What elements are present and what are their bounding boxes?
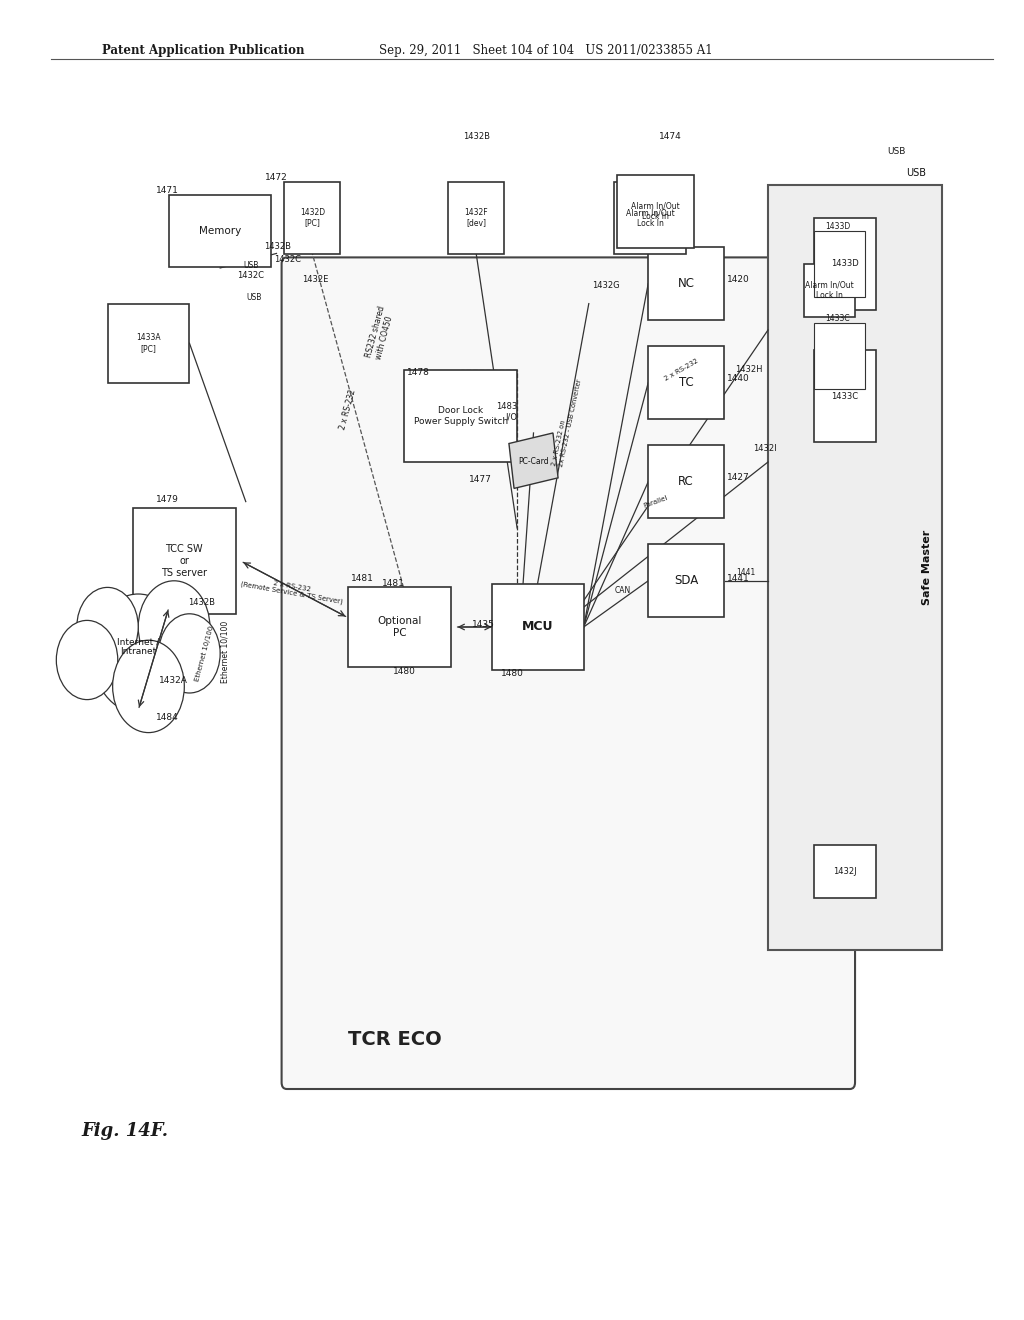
FancyBboxPatch shape <box>282 257 855 1089</box>
Text: 1441: 1441 <box>727 574 750 582</box>
Text: 1432G: 1432G <box>593 281 620 290</box>
FancyBboxPatch shape <box>616 174 694 248</box>
Text: 1484: 1484 <box>157 713 179 722</box>
FancyBboxPatch shape <box>108 304 189 383</box>
FancyBboxPatch shape <box>648 247 725 319</box>
Circle shape <box>92 594 184 713</box>
Text: 1432A: 1432A <box>159 676 187 685</box>
Circle shape <box>113 640 184 733</box>
Text: 1432H: 1432H <box>735 366 763 374</box>
Text: TC: TC <box>679 376 693 389</box>
FancyBboxPatch shape <box>404 370 517 462</box>
FancyBboxPatch shape <box>814 218 876 310</box>
Text: 1480: 1480 <box>393 667 416 676</box>
Text: MCU: MCU <box>522 620 553 634</box>
Text: 1480: 1480 <box>501 669 523 678</box>
FancyBboxPatch shape <box>284 181 340 253</box>
Text: 1433D: 1433D <box>825 222 850 231</box>
Text: 1481: 1481 <box>351 574 374 583</box>
Text: 1474: 1474 <box>659 132 682 141</box>
Text: 1433A
[PC]: 1433A [PC] <box>136 334 161 352</box>
Text: Parallel: Parallel <box>642 495 669 508</box>
Text: 2 x RS-232 on
2x RS-232 - USB Converter: 2 x RS-232 on 2x RS-232 - USB Converter <box>551 378 583 467</box>
Text: 1440: 1440 <box>727 375 750 383</box>
FancyBboxPatch shape <box>648 445 725 517</box>
Text: Ethernet 10/100: Ethernet 10/100 <box>220 620 229 682</box>
Text: TCC SW
or
TS server: TCC SW or TS server <box>162 544 207 578</box>
FancyBboxPatch shape <box>614 181 686 253</box>
Text: Optional
PC: Optional PC <box>377 616 422 638</box>
Text: 1432B: 1432B <box>463 132 489 141</box>
FancyBboxPatch shape <box>133 508 236 614</box>
Text: RS232 shared
with CO450: RS232 shared with CO450 <box>365 305 397 360</box>
Text: 1472: 1472 <box>265 173 288 182</box>
Text: 1432B: 1432B <box>264 242 291 251</box>
FancyBboxPatch shape <box>648 346 725 420</box>
Polygon shape <box>509 433 558 488</box>
Text: Patent Application Publication: Patent Application Publication <box>102 44 305 57</box>
FancyBboxPatch shape <box>492 583 584 671</box>
FancyBboxPatch shape <box>768 185 942 950</box>
Text: 1432B: 1432B <box>188 598 215 607</box>
Text: 1478: 1478 <box>408 368 430 376</box>
Text: PC-Card: PC-Card <box>518 458 549 466</box>
FancyBboxPatch shape <box>814 350 876 442</box>
Text: SDA: SDA <box>674 574 698 587</box>
Text: 1432J: 1432J <box>833 867 857 875</box>
Text: 1433D: 1433D <box>830 260 859 268</box>
FancyBboxPatch shape <box>648 544 725 616</box>
Text: 1435: 1435 <box>472 620 495 628</box>
FancyBboxPatch shape <box>449 181 504 253</box>
Text: 1441: 1441 <box>736 568 755 577</box>
FancyBboxPatch shape <box>814 323 865 389</box>
Text: USB: USB <box>887 147 905 156</box>
Text: Alarm In/Out
Lock In: Alarm In/Out Lock In <box>626 209 675 227</box>
Text: Internet /
Intranet: Internet / Intranet <box>117 638 160 656</box>
Text: USB: USB <box>246 293 262 302</box>
Circle shape <box>159 614 220 693</box>
Text: Alarm In/Out
Lock In: Alarm In/Out Lock In <box>805 281 854 300</box>
Text: 1432D
[PC]: 1432D [PC] <box>300 209 325 227</box>
FancyBboxPatch shape <box>348 587 451 667</box>
Text: 1432C: 1432C <box>238 271 264 280</box>
Text: Sep. 29, 2011   Sheet 104 of 104   US 2011/0233855 A1: Sep. 29, 2011 Sheet 104 of 104 US 2011/0… <box>379 44 713 57</box>
Text: 1477: 1477 <box>469 475 492 484</box>
FancyBboxPatch shape <box>814 231 865 297</box>
Text: 1427: 1427 <box>727 474 750 482</box>
Circle shape <box>77 587 138 667</box>
Text: 1481: 1481 <box>382 579 404 587</box>
Text: 2 x RS-232: 2 x RS-232 <box>664 358 698 381</box>
FancyBboxPatch shape <box>804 264 855 317</box>
Text: 1432C: 1432C <box>274 255 301 264</box>
Text: 1433C: 1433C <box>831 392 858 400</box>
FancyBboxPatch shape <box>814 845 876 898</box>
Text: 1433C: 1433C <box>825 314 850 323</box>
Text: Memory: Memory <box>199 226 242 236</box>
Text: 1432I: 1432I <box>753 445 776 453</box>
Text: 2 x RS-232
(Remote Service & TS Server): 2 x RS-232 (Remote Service & TS Server) <box>240 574 344 606</box>
Text: Alarm In/Out
Lock In: Alarm In/Out Lock In <box>631 202 680 220</box>
Text: 1432E: 1432E <box>302 275 329 284</box>
Text: 1471: 1471 <box>157 186 179 195</box>
Text: Door Lock
Power Supply Switch: Door Lock Power Supply Switch <box>414 407 508 425</box>
Text: 1483
I/O: 1483 I/O <box>496 403 517 421</box>
Text: RC: RC <box>678 475 694 488</box>
Text: 1479: 1479 <box>157 495 179 504</box>
Text: CAN: CAN <box>614 586 631 595</box>
Circle shape <box>138 581 210 673</box>
Text: Ethernet 10/100: Ethernet 10/100 <box>195 624 215 682</box>
Text: USB: USB <box>906 168 927 178</box>
Text: Fig. 14F.: Fig. 14F. <box>82 1122 169 1140</box>
FancyBboxPatch shape <box>169 195 271 267</box>
Text: USB: USB <box>243 261 259 271</box>
Text: NC: NC <box>678 277 694 290</box>
Circle shape <box>56 620 118 700</box>
Text: 1420: 1420 <box>727 276 750 284</box>
Text: 2 x RS-232: 2 x RS-232 <box>339 388 357 430</box>
Text: 1432F
[dev]: 1432F [dev] <box>464 209 488 227</box>
Text: TCR ECO: TCR ECO <box>348 1031 442 1049</box>
Text: Safe Master: Safe Master <box>922 529 932 606</box>
